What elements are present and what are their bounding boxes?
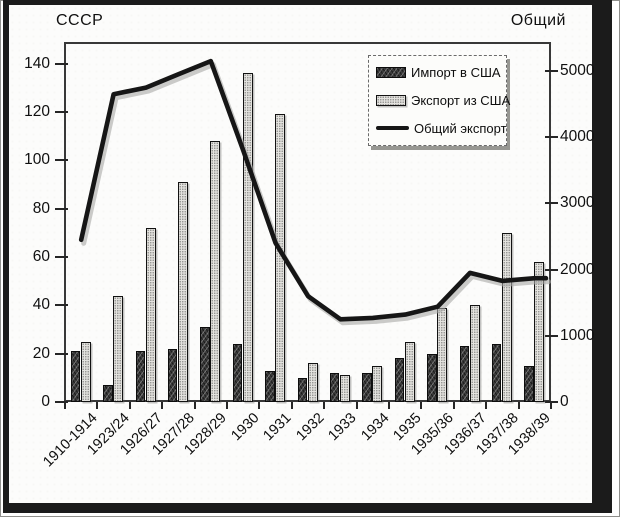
export-from-usa-bar xyxy=(177,181,188,402)
x-axis-label: 1932 xyxy=(293,410,328,445)
import-to-usa-bar xyxy=(103,385,113,402)
x-axis-tick xyxy=(64,402,66,409)
left-axis-tick xyxy=(55,110,68,113)
x-axis-tick xyxy=(193,402,196,409)
right-axis-tick-label: 4000 xyxy=(560,128,595,146)
import-to-usa-bar xyxy=(297,377,307,402)
import-to-usa-bar xyxy=(427,353,437,402)
import-to-usa-bar xyxy=(491,343,502,402)
x-axis-tick xyxy=(258,402,261,409)
right-axis-tick-label: 3000 xyxy=(560,194,595,212)
import-to-usa-bar xyxy=(329,372,340,402)
export-from-usa-bar xyxy=(404,341,415,402)
x-axis-tick xyxy=(161,402,164,409)
left-axis-tick xyxy=(55,401,68,403)
right-axis-tick xyxy=(545,268,558,271)
x-axis-tick xyxy=(128,402,131,409)
x-axis-tick xyxy=(517,402,520,409)
x-axis-label: 1930 xyxy=(228,410,263,445)
x-axis-tick xyxy=(355,402,358,409)
left-axis-tick xyxy=(55,62,68,65)
left-axis-tick-label: 100 xyxy=(24,151,50,169)
legend-label-import: Импорт в США xyxy=(411,65,501,81)
legend-item-export: Экспорт из США xyxy=(376,88,510,114)
export-from-usa-bar xyxy=(210,140,221,402)
legend: Импорт в США Экспорт из США Общий экспорт xyxy=(368,55,510,146)
import-to-usa-bar xyxy=(135,351,145,402)
left-axis-tick xyxy=(55,207,68,210)
import-to-usa-bar xyxy=(167,348,178,402)
left-axis-tick-label: 0 xyxy=(41,393,50,410)
left-axis-tick-label: 120 xyxy=(24,102,50,120)
left-axis-tick xyxy=(55,352,68,355)
export-from-usa-bar xyxy=(145,227,156,402)
x-axis-tick xyxy=(226,402,228,409)
import-to-usa-bar xyxy=(200,327,210,402)
x-axis-tick xyxy=(290,402,293,409)
x-axis-tick xyxy=(485,402,488,409)
import-swatch-icon xyxy=(376,67,406,79)
right-axis-tick xyxy=(545,202,558,205)
export-from-usa-bar xyxy=(242,73,253,402)
left-axis-tick xyxy=(55,304,68,307)
left-axis-tick-label: 140 xyxy=(24,54,50,72)
x-axis-tick xyxy=(550,402,552,409)
left-axis-tick-label: 60 xyxy=(32,247,50,265)
import-to-usa-bar xyxy=(394,358,405,402)
export-swatch-icon xyxy=(376,95,406,106)
left-axis-tick xyxy=(55,255,68,258)
x-axis-label: 1934 xyxy=(357,410,393,445)
right-axis-title: Общий xyxy=(510,12,566,29)
right-axis-tick xyxy=(545,334,558,337)
export-from-usa-bar xyxy=(501,232,512,402)
import-to-usa-bar xyxy=(70,351,81,402)
legend-label-total: Общий экспорт xyxy=(414,120,507,136)
left-axis-title: СССР xyxy=(56,12,104,29)
right-axis-tick-label: 1000 xyxy=(560,326,595,344)
export-from-usa-bar xyxy=(372,365,383,402)
import-to-usa-bar xyxy=(362,372,372,402)
x-axis-tick xyxy=(420,402,423,409)
right-axis-tick xyxy=(545,70,558,72)
export-from-usa-bar xyxy=(275,114,286,402)
export-from-usa-bar xyxy=(80,341,91,402)
x-axis-tick xyxy=(323,402,326,409)
import-to-usa-bar xyxy=(459,346,469,402)
left-axis-tick-label: 80 xyxy=(32,199,50,217)
legend-label-export: Экспорт из США xyxy=(411,93,511,108)
export-from-usa-bar xyxy=(469,305,480,402)
x-axis-tick xyxy=(96,402,99,409)
export-from-usa-bar xyxy=(113,295,124,402)
left-axis-tick xyxy=(55,159,68,162)
right-axis-tick-label: 5000 xyxy=(560,62,595,79)
export-from-usa-bar xyxy=(437,307,448,402)
legend-item-import: Импорт в США xyxy=(376,60,506,86)
import-to-usa-bar xyxy=(265,370,275,402)
right-axis-tick-label: 0 xyxy=(560,393,569,410)
export-from-usa-bar xyxy=(534,261,545,402)
x-axis-label: 1931 xyxy=(260,410,295,445)
x-axis-tick xyxy=(452,402,455,409)
import-to-usa-bar xyxy=(232,343,243,402)
right-axis-tick xyxy=(545,136,558,139)
export-from-usa-bar xyxy=(339,375,350,402)
left-axis-tick-label: 40 xyxy=(32,296,50,314)
x-axis-label: 1933 xyxy=(325,410,360,445)
total-swatch-icon xyxy=(376,126,409,131)
export-from-usa-bar xyxy=(307,363,318,402)
x-axis-tick xyxy=(388,402,390,409)
right-axis-tick-label: 2000 xyxy=(560,260,595,278)
left-axis-tick-label: 20 xyxy=(32,344,50,362)
import-to-usa-bar xyxy=(524,365,534,402)
legend-item-total: Общий экспорт xyxy=(376,115,507,141)
